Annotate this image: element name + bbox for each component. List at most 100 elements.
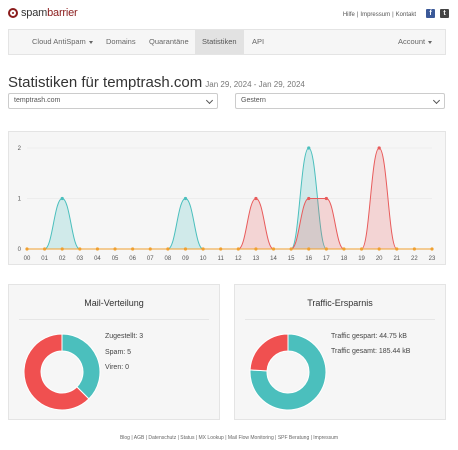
- nav-statistiken[interactable]: Statistiken: [195, 30, 244, 54]
- slice-spam: [23, 333, 90, 411]
- caret-down-icon: [88, 40, 93, 44]
- x-tick-label: 14: [270, 256, 277, 262]
- data-point: [131, 247, 135, 251]
- domain-select[interactable]: temptrash.com: [8, 93, 218, 109]
- logo[interactable]: spambarrier: [8, 7, 78, 19]
- x-tick-label: 05: [112, 256, 119, 262]
- twitter-icon[interactable]: t: [440, 9, 449, 18]
- main-nav: Cloud AntiSpam Domains Quarantäne Statis…: [8, 29, 446, 55]
- link-kontakt[interactable]: Kontakt: [395, 12, 416, 18]
- nav-account[interactable]: Account: [391, 30, 439, 54]
- x-tick-label: 02: [59, 256, 66, 262]
- data-point: [307, 247, 311, 251]
- x-tick-label: 16: [305, 256, 312, 262]
- data-point: [183, 247, 188, 251]
- data-point: [324, 247, 328, 251]
- data-point: [236, 247, 240, 251]
- date-range: Jan 29, 2024 - Jan 29, 2024: [205, 80, 305, 89]
- data-point: [395, 247, 399, 251]
- data-point: [412, 247, 416, 251]
- chevron-down-icon: [432, 96, 441, 105]
- stat-traffic-saved: Traffic gespart: 44.75 kB: [331, 333, 407, 340]
- x-tick-label: 12: [235, 256, 242, 262]
- data-point: [324, 196, 328, 201]
- x-tick-label: 11: [218, 256, 225, 262]
- divider: [245, 319, 435, 320]
- y-tick-label: 0: [18, 247, 22, 253]
- x-tick-label: 18: [341, 256, 348, 262]
- x-tick-label: 23: [429, 256, 436, 262]
- nav-api[interactable]: API: [252, 37, 265, 46]
- nav-cloud-antispam[interactable]: Cloud AntiSpam: [25, 30, 100, 54]
- x-tick-label: 17: [323, 256, 330, 262]
- stat-delivered: Zugestellt: 3: [105, 333, 144, 340]
- x-tick-label: 00: [24, 256, 31, 262]
- divider: [19, 319, 209, 320]
- data-point: [201, 247, 205, 251]
- slice-traffic-saved: [249, 333, 289, 372]
- data-point: [78, 247, 82, 251]
- mail-distribution-donut: [23, 333, 101, 411]
- data-point: [377, 247, 381, 251]
- top-links: Hilfe | Impressum | Kontakt: [342, 12, 416, 18]
- data-point: [342, 247, 346, 251]
- data-point: [25, 247, 29, 251]
- data-point: [148, 247, 152, 251]
- x-tick-label: 08: [165, 256, 172, 262]
- data-point: [254, 196, 258, 201]
- link-hilfe[interactable]: Hilfe: [342, 12, 355, 18]
- x-tick-label: 10: [200, 256, 207, 262]
- x-tick-label: 22: [411, 256, 418, 262]
- page-title: Statistiken für temptrash.com Jan 29, 202…: [8, 74, 305, 91]
- data-point: [219, 247, 223, 251]
- data-point: [95, 247, 100, 251]
- top-bar: spambarrier Hilfe | Impressum | Kontakt f t: [0, 0, 458, 30]
- stat-spam: Spam: 5: [105, 349, 132, 356]
- footer-links[interactable]: Blog | AGB | Datenschutz | Status | MX L…: [119, 435, 339, 441]
- statistics-chart-panel: 0 1 2 00 01 02 03 04 05 06 07 08 09 10 11 12 13 14 15 16 17 1…: [8, 131, 446, 265]
- data-point: [60, 247, 64, 251]
- data-point: [254, 247, 258, 251]
- data-point: [183, 196, 188, 201]
- x-tick-label: 01: [41, 256, 48, 262]
- period-select[interactable]: Gestern: [235, 93, 445, 109]
- x-tick-label: 03: [76, 256, 83, 262]
- data-point: [113, 247, 117, 251]
- stat-virus: Viren: 0: [105, 364, 129, 371]
- series-area: [27, 148, 432, 249]
- data-point: [359, 247, 364, 251]
- facebook-icon[interactable]: f: [426, 9, 435, 18]
- y-tick-label: 2: [18, 146, 22, 152]
- card-title: Mail-Verteilung: [84, 298, 144, 308]
- series-area: [27, 148, 432, 249]
- x-tick-label: 13: [253, 256, 260, 262]
- data-point: [289, 247, 293, 251]
- data-point: [166, 247, 170, 251]
- data-point: [60, 196, 64, 201]
- x-tick-label: 04: [94, 256, 101, 262]
- traffic-savings-card: Traffic-Ersparnis Traffic gespart: 44.75…: [234, 284, 446, 420]
- data-point: [430, 247, 434, 251]
- y-tick-label: 1: [18, 197, 22, 203]
- slice-traffic-rest: [249, 333, 327, 411]
- x-tick-label: 06: [129, 256, 136, 262]
- x-tick-label: 19: [358, 256, 365, 262]
- x-tick-label: 20: [376, 256, 383, 262]
- mail-distribution-card: Mail-Verteilung Zugestellt: 3 Spam: 5 Vi…: [8, 284, 220, 420]
- data-point: [377, 146, 381, 150]
- link-impressum[interactable]: Impressum: [360, 12, 391, 18]
- x-tick-label: 15: [288, 256, 295, 262]
- data-point: [307, 146, 311, 150]
- x-tick-label: 21: [393, 256, 400, 262]
- chevron-down-icon: [205, 96, 214, 105]
- nav-domains[interactable]: Domains: [106, 37, 136, 46]
- card-title: Traffic-Ersparnis: [307, 298, 373, 308]
- caret-down-icon: [428, 40, 433, 44]
- logo-icon: [8, 8, 18, 18]
- data-point: [43, 247, 47, 251]
- slice-delivered: [61, 333, 101, 400]
- data-point: [307, 196, 311, 201]
- x-tick-label: 07: [147, 256, 154, 262]
- nav-quarantaene[interactable]: Quarantäne: [149, 37, 189, 46]
